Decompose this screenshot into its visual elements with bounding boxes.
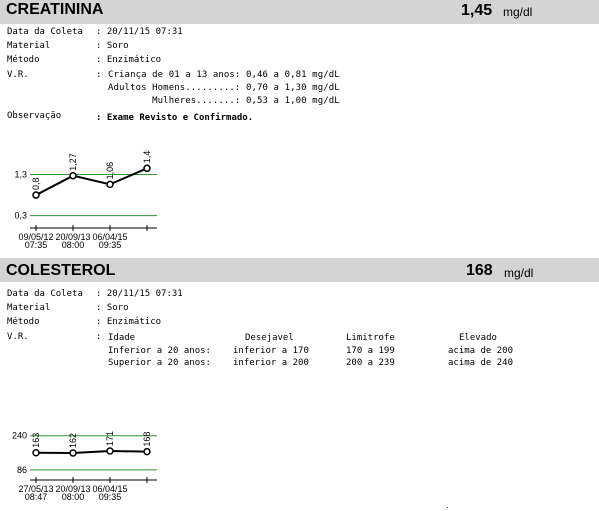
colesterol-vr-colon: : [96,332,102,342]
vr-row-2-idade: Superior a 20 anos: [108,358,211,368]
colesterol-metodo-value: Enzimático [106,317,162,327]
vr-row-2-elevado: acima de 240 [448,358,514,368]
creatinina-chart-point-label: 0,8 [31,178,41,191]
creatinina-vr-colon: : [96,70,102,80]
colesterol-chart-point-label: 162 [68,433,78,448]
creatinina-vr-line-2: Adultos Homens.........: 0,70 a 1,30 mg/… [108,83,340,93]
colesterol-chart-x-tick-date: 27/05/13 [18,484,53,494]
colesterol-metodo-line: : Enzimático [96,317,162,327]
creatinina-chart-x-tick-time: 08:00 [62,240,85,250]
creatinina-metodo-line: : Enzimático [96,55,162,65]
creatinina-result-unit: mg/dl [503,5,533,19]
creatinina-chart-x-tick-date: 09/05/12 [18,232,53,242]
creatinina-obs-label: Observação [7,111,62,121]
creatinina-result-value: 1,45 [461,2,493,19]
creatinina-vr-line-1: Criança de 01 a 13 anos: 0,46 a 0,81 mg/… [108,70,340,80]
creatinina-chart-x-tick-date: 06/04/15 [92,232,127,242]
colesterol-chart-x-tick-date: 20/09/13 [55,484,90,494]
colesterol-chart-data-point [32,449,40,457]
creatinina-history-chart: 1,3 0,3 0,8 1,27 1,06 1,45 09/05/12 20/09/13 06/… [14,150,157,250]
vr-header-limitrofe: Limitrofe [346,333,395,343]
vr-row-1-limitrofe: 170 a 199 [346,346,395,356]
creatinina-chart-point-label: 1,06 [105,162,115,180]
creatinina-data-value: 20/11/15 07:31 [106,27,183,37]
colesterol-history-chart: 240 86 163 162 171 168 27/05/13 20/09/13 06/04/1… [12,431,157,502]
colesterol-chart-data-point [106,447,114,455]
vr-row-2-limitrofe: 200 a 239 [346,358,395,368]
creatinina-data-label: Data da Coleta [7,27,83,37]
colesterol-vr-label: V.R. [7,332,29,342]
colesterol-material-label: Material [7,303,51,313]
colesterol-chart-x-tick-time: 09:35 [99,492,122,502]
colesterol-chart-data-point [69,449,77,457]
colesterol-result-unit: mg/dl [504,266,534,280]
vr-header-elevado: Elevado [459,333,497,343]
colesterol-chart-series-line [35,449,148,454]
vr-header-desejavel: Desejavel [245,333,294,343]
colesterol-result-value: 168 [466,262,493,279]
creatinina-obs-value: Exame Revisto e Confirmado. [106,113,254,123]
colesterol-data-value: 20/11/15 07:31 [106,289,183,299]
colesterol-metodo-label: Método [7,317,40,327]
creatinina-metodo-value: Enzimático [106,55,162,65]
creatinina-vr-label: V.R. [7,70,29,80]
colesterol-data-label: Data da Coleta [7,289,83,299]
creatinina-chart-point-label: 1,27 [68,153,78,171]
colesterol-chart-point-label: 168 [142,432,152,447]
creatinina-chart-x-tick-date: 20/09/13 [55,232,90,242]
creatinina-vr-line-3: Mulheres.......: 0,53 a 1,00 mg/dL [108,96,340,106]
colesterol-data-value-line: : 20/11/15 07:31 [96,289,183,299]
vr-row-1-desejavel: inferior a 170 [233,346,309,356]
colesterol-chart-point-label: 163 [31,433,41,448]
creatinina-title: CREATININA [6,1,104,18]
creatinina-chart-data-point [69,171,77,180]
creatinina-chart-y-tick-label: 1,3 [14,169,27,179]
colesterol-chart-x-tick-date: 06/04/15 [92,484,127,494]
colesterol-material-value: Soro [106,303,129,313]
creatinina-obs-line: : Exame Revisto e Confirmado. [96,113,254,123]
colesterol-chart-x-tick-time: 08:00 [62,492,85,502]
creatinina-material-label: Material [7,41,51,51]
colesterol-chart-point-label: 171 [105,431,115,446]
colesterol-chart-x-tick-time: 08:47 [25,492,48,502]
colesterol-header-band: COLESTEROL 168 mg/dl [0,258,599,282]
creatinina-header-band: CREATININA 1,45 mg/dl [0,0,599,24]
vr-row-1-idade: Inferior a 20 anos: [108,346,211,356]
creatinina-chart-data-point [32,191,40,199]
colesterol-chart-data-point [143,447,151,456]
creatinina-chart-data-point [143,164,151,173]
colesterol-chart-y-tick-label: 240 [12,431,27,441]
creatinina-chart-x-tick-time: 09:35 [99,240,122,250]
creatinina-material-value: Soro [106,41,129,51]
vr-row-1-elevado: acima de 200 [448,346,514,356]
vr-header-idade: Idade [108,333,136,343]
colesterol-chart-y-tick-label: 86 [17,465,27,475]
footer-mark: . [446,500,449,510]
creatinina-chart-y-tick-label: 0,3 [14,211,27,221]
vr-row-2-desejavel: inferior a 200 [233,358,309,368]
creatinina-data-value-line: : 20/11/15 07:31 [96,27,183,37]
colesterol-title: COLESTEROL [6,262,116,279]
creatinina-chart-point-label: 1,45 [142,150,152,163]
creatinina-chart-data-point [106,180,114,189]
creatinina-chart-x-tick-time: 07:35 [25,240,48,250]
creatinina-chart-series-line [35,167,148,196]
colesterol-material-line: : Soro [96,303,129,313]
creatinina-material-line: : Soro [96,41,129,51]
creatinina-metodo-label: Método [7,55,40,65]
